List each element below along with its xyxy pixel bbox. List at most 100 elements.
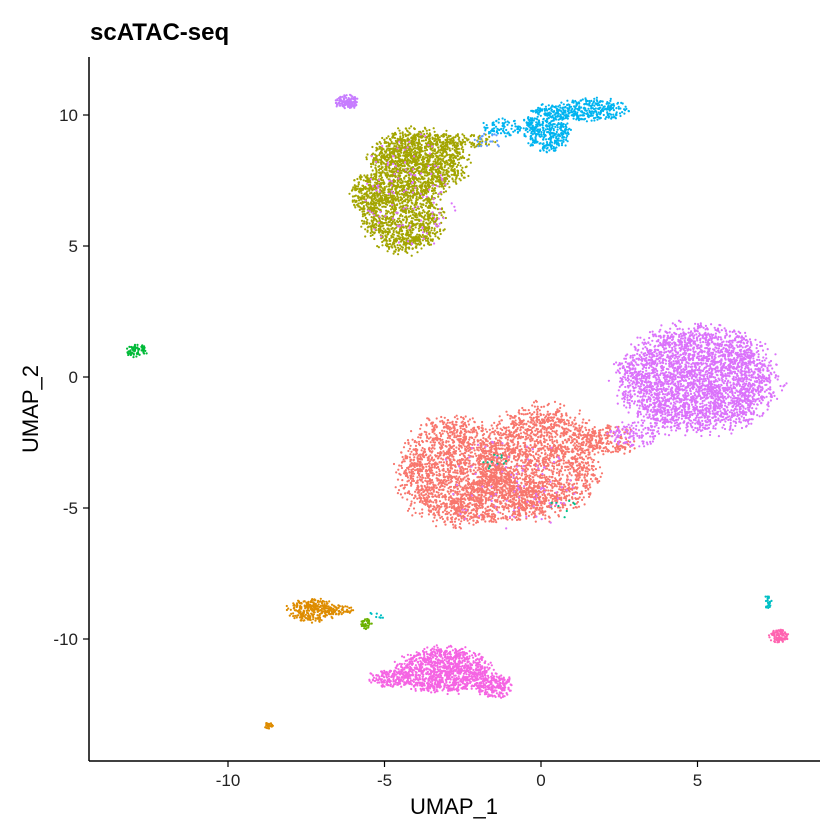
cell-point: [472, 469, 475, 472]
cell-point: [416, 480, 419, 483]
cell-point: [506, 466, 509, 469]
cell-point: [420, 434, 423, 437]
cell-point: [556, 460, 559, 463]
cell-point: [474, 452, 477, 455]
cell-point: [506, 448, 509, 451]
cell-point: [544, 477, 547, 481]
cell-point: [532, 501, 535, 504]
cell-point: [464, 467, 467, 471]
cell-point: [535, 473, 538, 476]
cell-point: [441, 429, 444, 432]
cell-point: [419, 455, 422, 458]
cell-point: [533, 440, 536, 443]
cell-point: [418, 489, 421, 492]
cell-point: [318, 616, 322, 619]
cell-point: [317, 599, 320, 602]
cell-point: [505, 454, 508, 457]
cell-point: [578, 430, 581, 433]
cell-point: [558, 463, 561, 466]
cell-point: [532, 417, 535, 420]
cell-point: [584, 473, 587, 476]
cell-point: [458, 453, 462, 457]
cell-point: [399, 484, 402, 487]
cell-point: [581, 430, 584, 433]
cell-point: [429, 471, 432, 474]
cell-point: [558, 444, 562, 447]
cell-point: [425, 465, 428, 468]
cell-point: [300, 612, 303, 615]
cell-point: [519, 504, 522, 507]
cell-point: [555, 485, 558, 488]
cell-point: [468, 505, 471, 509]
cell-point: [424, 454, 427, 457]
cluster-2: [348, 125, 497, 257]
cell-point: [324, 615, 327, 618]
cell-point: [445, 460, 448, 463]
cell-point: [469, 511, 472, 515]
cell-point: [558, 509, 562, 512]
cell-point: [494, 437, 498, 440]
cell-point: [498, 471, 502, 474]
cell-point: [572, 506, 575, 510]
cell-point: [585, 422, 588, 425]
cell-point: [421, 440, 424, 444]
cell-point: [456, 163, 459, 167]
cell-point: [433, 139, 436, 143]
cell-point: [568, 471, 571, 474]
cell-point: [499, 483, 502, 486]
cell-point: [462, 461, 465, 464]
cell-point: [517, 502, 520, 505]
cell-point: [447, 440, 450, 443]
cell-point: [448, 450, 451, 454]
cell-point: [556, 433, 559, 436]
cell-point: [406, 466, 409, 470]
cell-point: [438, 507, 441, 510]
cell-point: [422, 496, 425, 500]
cell-point: [546, 480, 549, 483]
cell-point: [529, 496, 533, 499]
cell-point: [466, 467, 469, 471]
cell-point: [408, 465, 411, 468]
cell-point: [533, 512, 536, 515]
cell-point: [583, 436, 586, 439]
cell-point: [483, 450, 486, 453]
cell-point: [524, 443, 527, 446]
cell-point: [429, 492, 432, 495]
cell-point: [428, 432, 431, 435]
cell-point: [567, 489, 570, 492]
cell-point: [492, 456, 496, 459]
cell-point: [531, 413, 534, 416]
cell-point: [458, 475, 461, 478]
cell-point: [423, 448, 426, 451]
cell-point: [429, 454, 432, 457]
cell-point: [417, 454, 420, 457]
cell-point: [468, 518, 471, 521]
cell-point: [499, 440, 502, 443]
cell-point: [437, 488, 440, 491]
cluster-1: [264, 597, 355, 730]
cell-point: [497, 447, 500, 450]
cell-point: [474, 515, 477, 518]
cell-point: [496, 423, 500, 426]
cell-point: [444, 523, 447, 526]
cell-point: [429, 436, 432, 439]
cell-point: [457, 448, 461, 451]
cell-point: [303, 604, 306, 607]
cell-point: [591, 449, 594, 453]
cell-point: [575, 482, 579, 485]
cell-point: [404, 455, 407, 458]
cell-point: [441, 432, 444, 435]
cell-point: [517, 435, 521, 438]
cell-point: [476, 425, 479, 429]
cell-point: [573, 433, 576, 436]
cell-point: [536, 405, 539, 408]
cell-point: [303, 610, 306, 613]
cell-point: [401, 484, 404, 487]
cell-point: [420, 478, 423, 481]
cell-point: [288, 614, 291, 617]
cell-point: [425, 424, 428, 427]
cell-point: [501, 452, 504, 455]
cell-point: [583, 452, 586, 455]
cell-point: [454, 449, 458, 453]
cell-point: [511, 503, 514, 506]
